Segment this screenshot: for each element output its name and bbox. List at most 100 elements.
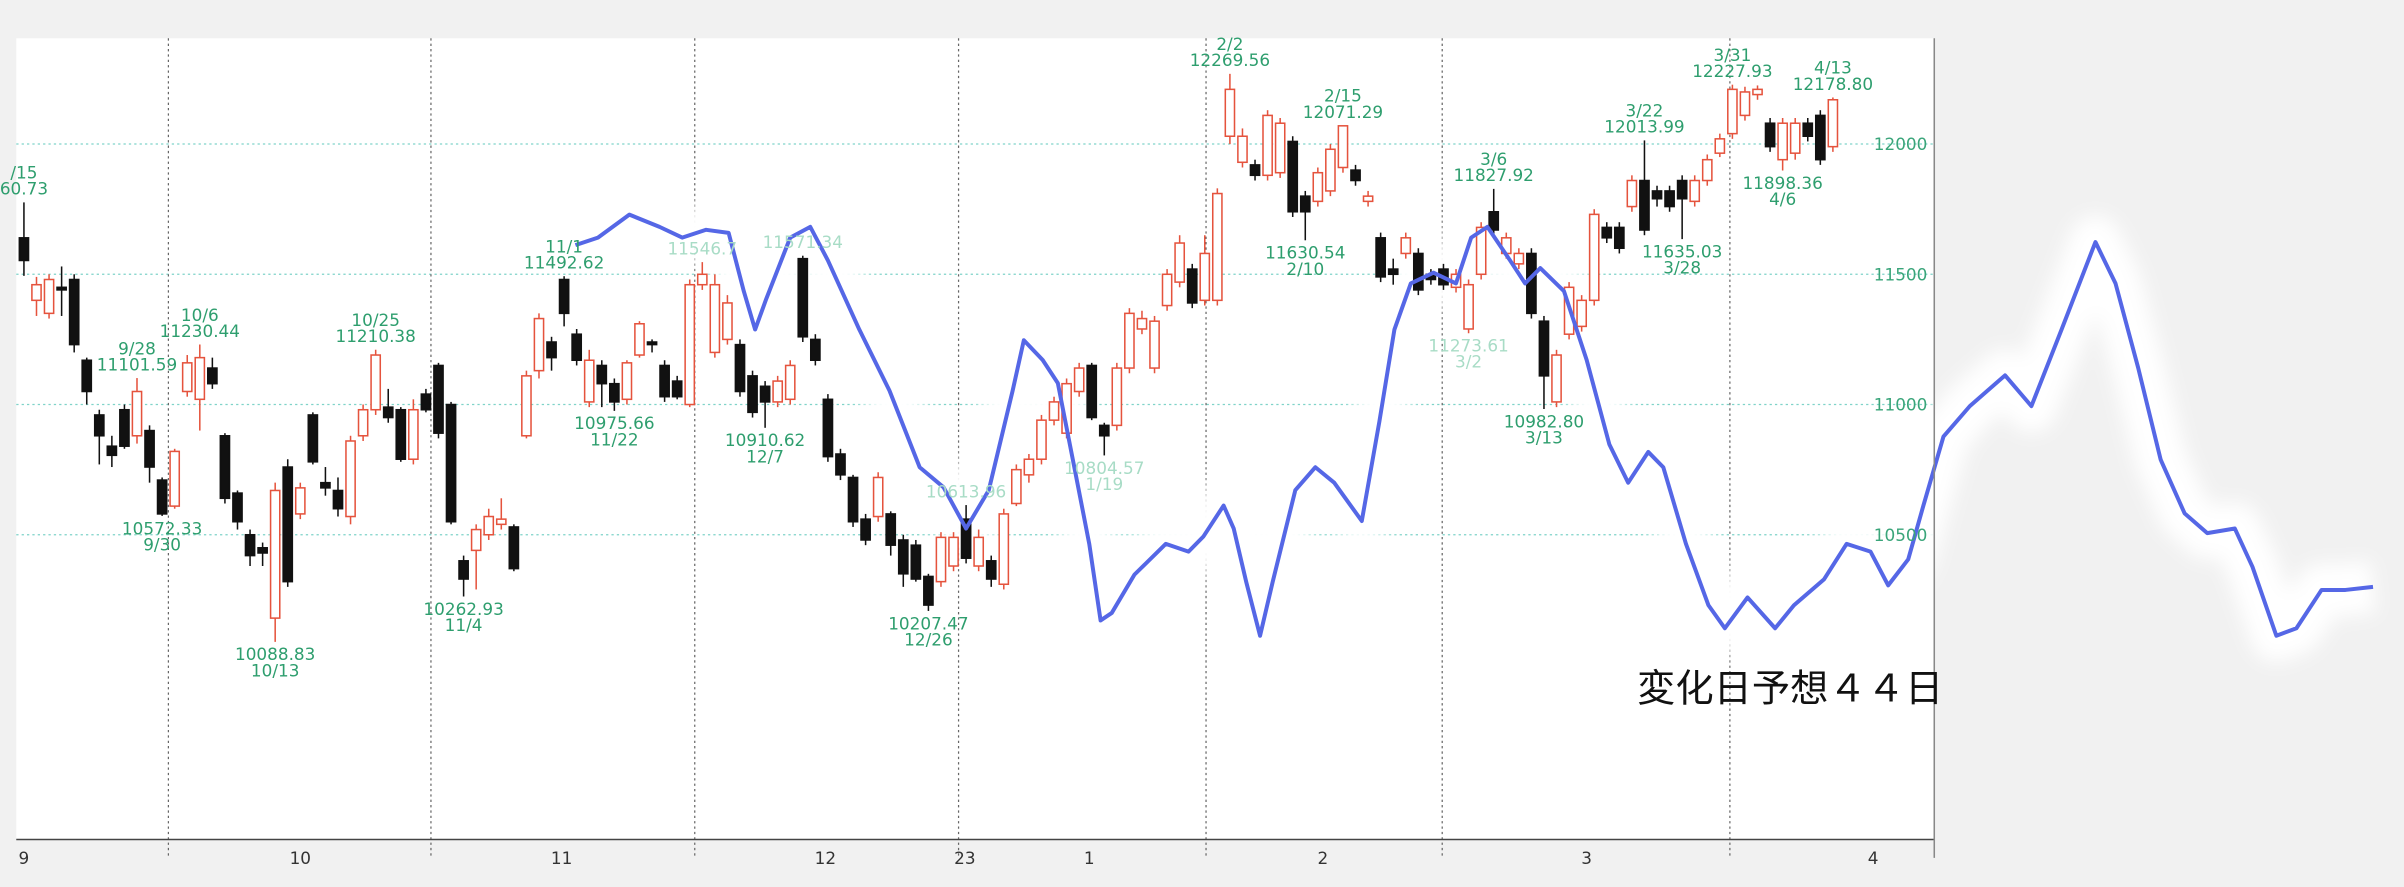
annotation-label: 10207.47 — [888, 613, 968, 633]
annotation-label: 4/13 — [1814, 58, 1852, 78]
annotation-label: 11571.34 — [763, 232, 843, 252]
candle-body — [621, 362, 633, 401]
y-tick-label: 12000 — [1874, 134, 1928, 154]
candle-body — [847, 476, 859, 523]
candle-body — [533, 317, 545, 372]
candle-body — [1199, 252, 1211, 302]
candle-body — [1086, 364, 1098, 419]
candle-body — [1488, 211, 1500, 231]
annotation-label: 11898.36 — [1742, 173, 1822, 193]
candle-body — [1312, 171, 1324, 203]
candle-body — [935, 536, 947, 583]
candle-body — [1789, 122, 1801, 154]
candle-body — [1362, 195, 1374, 203]
candle-body — [1073, 367, 1085, 393]
candle-body — [809, 338, 821, 362]
candle-body — [320, 481, 331, 489]
candle-body — [759, 385, 771, 403]
candle-body — [1350, 169, 1361, 182]
candle-body — [923, 575, 934, 606]
x-tick-label: 11 — [551, 848, 572, 868]
annotation-label: 3/22 — [1626, 101, 1664, 121]
annotation-label: 12013.99 — [1604, 117, 1684, 137]
candle-body — [119, 408, 130, 447]
candle-body — [144, 429, 155, 468]
candle-body — [1764, 122, 1776, 148]
annotation-label: 12227.93 — [1692, 61, 1772, 81]
annotation-label: 12178.80 — [1793, 74, 1873, 94]
candle-body — [1274, 122, 1286, 174]
annotation-label: 11630.54 — [1265, 243, 1345, 263]
candle-body — [257, 547, 268, 554]
candle-body — [960, 518, 972, 559]
annotation-label: 3/2 — [1455, 352, 1482, 372]
candle-body — [910, 544, 922, 580]
annotation-label: 11827.92 — [1454, 165, 1534, 185]
candle-body — [294, 487, 306, 515]
candle-body — [408, 408, 419, 460]
candle-body — [797, 257, 809, 338]
annotation-label: 12269.56 — [1190, 50, 1270, 70]
candle-body — [395, 408, 407, 460]
annotation-label: 10910.62 — [725, 430, 805, 450]
candle-body — [558, 278, 570, 315]
annotation-label: 10/25 — [351, 310, 400, 330]
candle-body — [784, 364, 796, 401]
candle-body — [1463, 283, 1474, 330]
annotation-label: 10/13 — [251, 660, 300, 680]
annotation-label: 10613.96 — [926, 481, 1006, 501]
candle-body — [1249, 164, 1261, 177]
candle-body — [1325, 148, 1336, 192]
annotation-label: 3/6 — [1480, 149, 1507, 169]
candle-body — [1538, 320, 1550, 377]
candle-body — [521, 375, 532, 437]
candle-body — [433, 364, 444, 434]
note-text: 変化日予想４４日 — [1637, 667, 1943, 712]
x-tick-label: 9 — [19, 848, 30, 868]
candle-body — [1412, 252, 1424, 291]
candle-body — [357, 408, 369, 437]
annotation-label: 10975.66 — [574, 413, 654, 433]
candle-body — [1211, 192, 1223, 302]
candle-body — [659, 364, 670, 398]
annotation-label: 10262.93 — [423, 599, 503, 619]
candle-body — [345, 440, 356, 518]
candle-body — [1048, 401, 1060, 421]
candle-body — [696, 273, 708, 286]
candle-body — [1626, 179, 1638, 208]
x-tick-label: 3 — [1581, 848, 1592, 868]
annotation-label: 11230.44 — [160, 321, 240, 341]
annotation-label: 2/10 — [1286, 259, 1324, 279]
candle-body — [747, 375, 758, 414]
candle-body — [483, 515, 495, 536]
candle-body — [1526, 252, 1537, 315]
candle-body — [370, 354, 382, 411]
y-tick-label: 10500 — [1874, 525, 1928, 545]
candle-body — [458, 560, 469, 580]
candle-body — [81, 359, 93, 393]
candle-body — [646, 341, 658, 346]
candle-body — [43, 278, 55, 315]
candle-body — [207, 367, 218, 385]
x-tick-label: 4 — [1868, 848, 1879, 868]
candle-body — [546, 341, 557, 359]
candle-body — [18, 237, 30, 262]
annotation-label: 11635.03 — [1642, 241, 1722, 261]
candle-layer — [18, 73, 1839, 642]
annotation-label: 4/6 — [1769, 189, 1796, 209]
x-tick-label: 1 — [1084, 848, 1095, 868]
candle-body — [382, 406, 394, 419]
annotation-label: 11101.59 — [97, 354, 177, 374]
candle-body — [1601, 226, 1613, 239]
annotation-label: 11546.7 — [667, 238, 737, 258]
candle-body — [1098, 424, 1110, 437]
candle-body — [1124, 312, 1135, 369]
x-tick-label: 2 — [1318, 848, 1329, 868]
candle-body — [470, 528, 482, 552]
annotation-label: 11492.62 — [524, 253, 604, 273]
candle-body — [583, 359, 595, 403]
annotation-label: 11210.38 — [335, 326, 415, 346]
candle-body — [194, 356, 206, 401]
candle-body — [973, 536, 985, 567]
